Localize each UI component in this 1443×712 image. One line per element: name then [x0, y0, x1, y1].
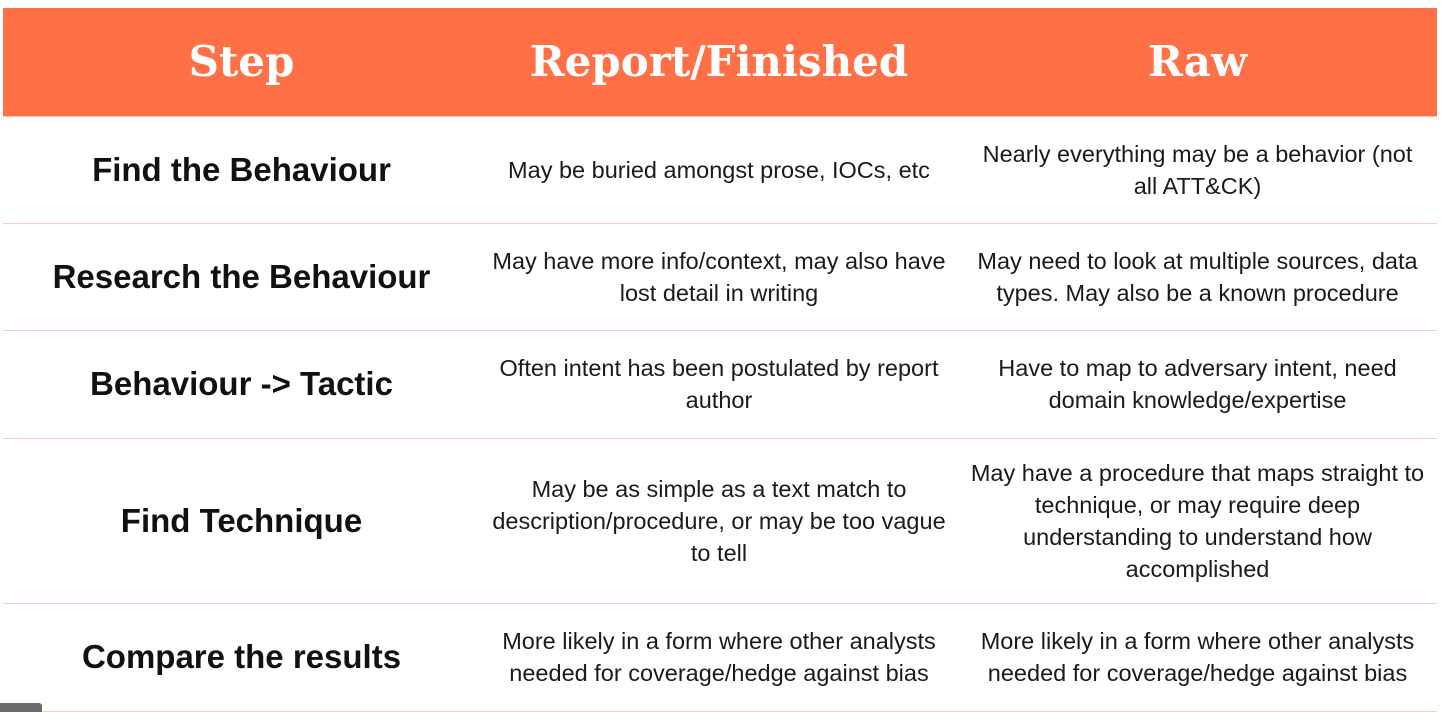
report-cell: May be as simple as a text match to desc… [480, 437, 958, 604]
table-row: Research the Behaviour May have more inf… [3, 222, 1437, 331]
table-row: Compare the results More likely in a for… [3, 602, 1437, 712]
step-cell: Behaviour -> Tactic [3, 329, 480, 439]
table-row: Find Technique May be as simple as a tex… [3, 437, 1437, 604]
step-cell: Find Technique [3, 437, 480, 604]
step-cell: Research the Behaviour [3, 222, 480, 331]
table-row: Find the Behaviour May be buried amongst… [3, 115, 1437, 224]
report-cell: More likely in a form where other analys… [480, 602, 958, 712]
header-row: Step Report/Finished Raw [3, 8, 1437, 117]
raw-cell: Nearly everything may be a behavior (not… [958, 115, 1437, 224]
header-step: Step [3, 8, 480, 117]
raw-cell: Have to map to adversary intent, need do… [958, 329, 1437, 439]
step-cell: Compare the results [3, 602, 480, 712]
report-cell: May have more info/context, may also hav… [480, 222, 958, 331]
corner-tab[interactable] [0, 703, 42, 712]
raw-cell: May need to look at multiple sources, da… [958, 222, 1437, 331]
header-report-finished: Report/Finished [480, 8, 958, 117]
table-row: Behaviour -> Tactic Often intent has bee… [3, 329, 1437, 439]
comparison-table: Step Report/Finished Raw Find the Behavi… [3, 8, 1437, 712]
report-cell: Often intent has been postulated by repo… [480, 329, 958, 439]
report-cell: May be buried amongst prose, IOCs, etc [480, 115, 958, 224]
raw-cell: More likely in a form where other analys… [958, 602, 1437, 712]
header-raw: Raw [958, 8, 1437, 117]
step-cell: Find the Behaviour [3, 115, 480, 224]
raw-cell: May have a procedure that maps straight … [958, 437, 1437, 604]
